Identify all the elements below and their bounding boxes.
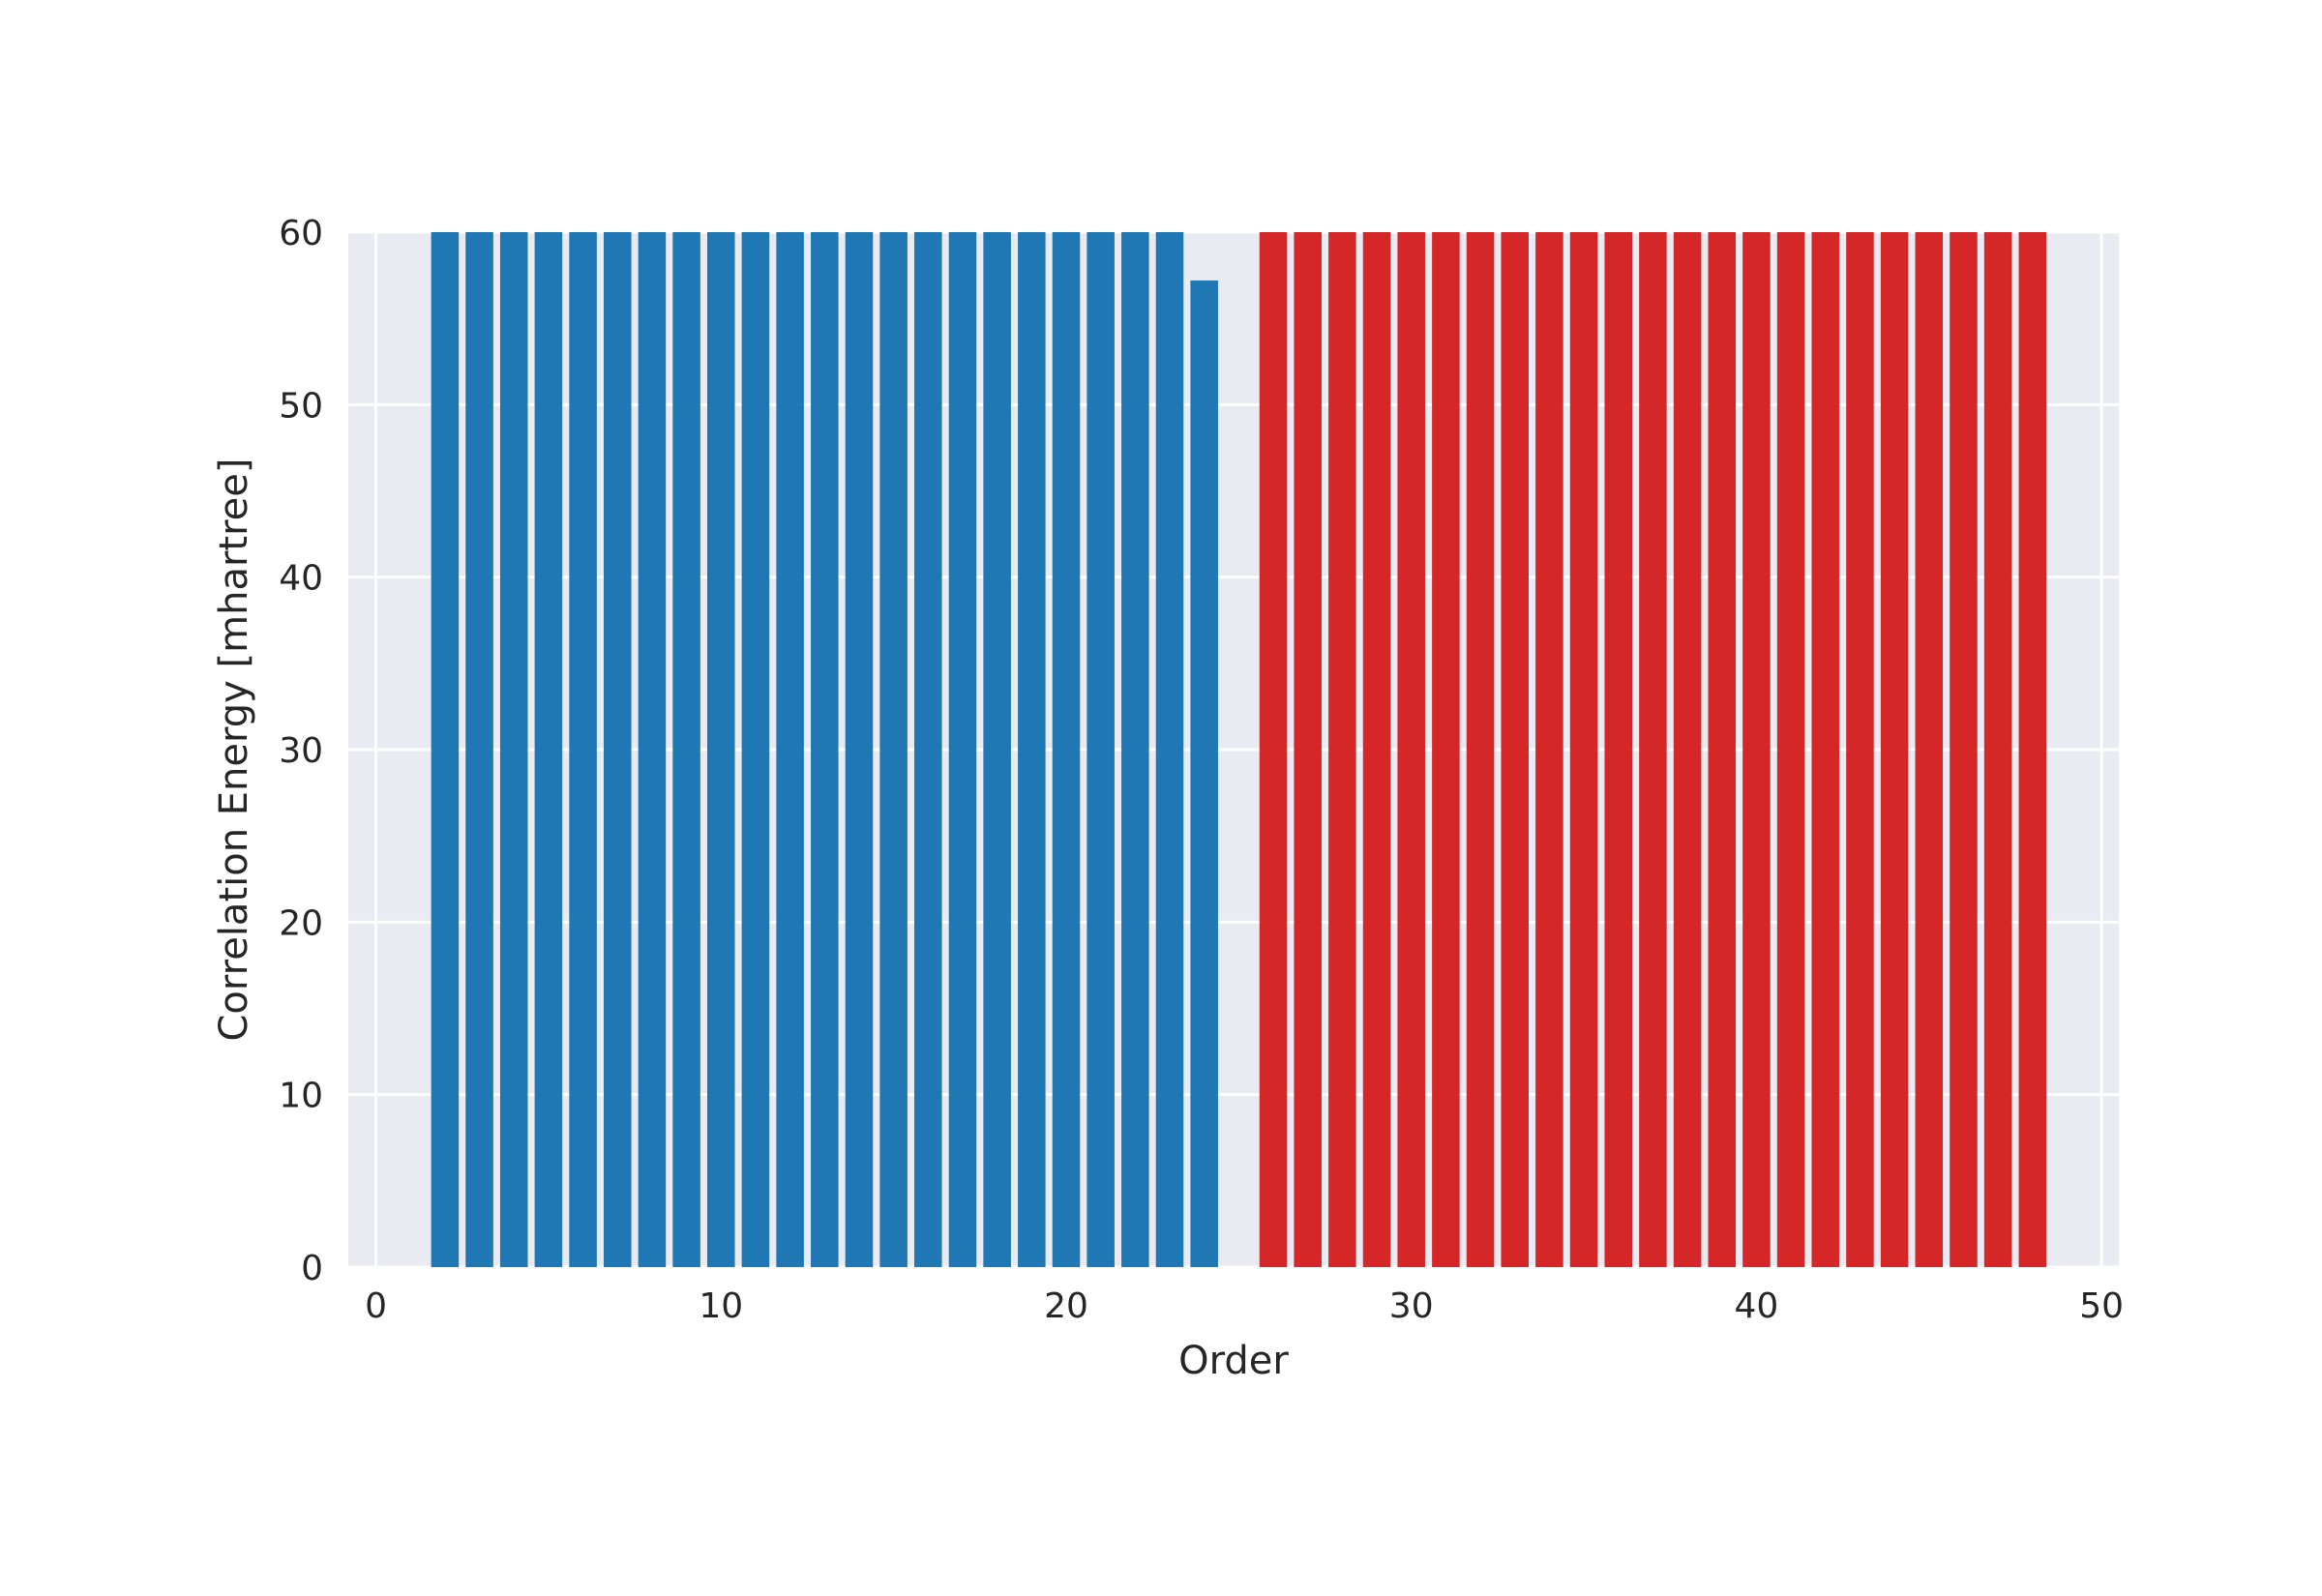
bar-series-1-order-10: [706, 232, 735, 1267]
bar-series-1-order-13: [811, 232, 839, 1267]
bar-series-1-order-19: [1018, 232, 1046, 1267]
bar-series-1-order-22: [1121, 232, 1149, 1267]
y-tick-labels: 0 10 20 30 40 50 60: [279, 214, 323, 1288]
bar-series-1-order-20: [1052, 232, 1081, 1267]
bar-series-2-order-32: [1466, 232, 1495, 1267]
bar-series-2-order-40: [1742, 232, 1771, 1267]
y-axis-label: Correlation Energy [mhartree]: [212, 458, 256, 1042]
bar-series-2-order-42: [1811, 232, 1840, 1267]
bar-series-2-order-31: [1432, 232, 1460, 1267]
y-tick-label: 10: [279, 1077, 323, 1116]
bar-series-1-order-17: [948, 232, 977, 1267]
bar-series-1-order-4: [499, 232, 528, 1267]
x-tick-labels: 0 10 20 30 40 50: [365, 1286, 2124, 1326]
x-tick-label: 30: [1389, 1286, 1434, 1326]
bar-series-1-order-3: [465, 232, 493, 1267]
y-tick-label: 20: [279, 903, 323, 943]
bar-series-1-order-6: [569, 232, 597, 1267]
bar-series-1-order-18: [983, 232, 1011, 1267]
bar-series-2-order-38: [1673, 232, 1702, 1267]
y-tick-label: 50: [279, 386, 323, 426]
bar-series-2-order-46: [1950, 232, 1978, 1267]
bar-series-2-order-41: [1776, 232, 1805, 1267]
bar-series-1-order-14: [845, 232, 874, 1267]
bar-series-2-order-34: [1535, 232, 1563, 1267]
bar-series-2-order-26: [1259, 232, 1288, 1267]
bars-group: [431, 232, 2047, 1267]
x-axis-label: Order: [1178, 1339, 1289, 1383]
bar-series-1-order-21: [1087, 232, 1115, 1267]
y-tick-label: 40: [279, 559, 323, 599]
bar-series-1-order-16: [914, 232, 942, 1267]
bar-series-2-order-37: [1639, 232, 1667, 1267]
bar-series-2-order-45: [1915, 232, 1944, 1267]
bar-series-1-order-24: [1190, 280, 1218, 1267]
bar-series-2-order-33: [1501, 232, 1529, 1267]
bar-series-1-order-2: [431, 232, 460, 1267]
bar-series-2-order-35: [1569, 232, 1598, 1267]
x-tick-label: 20: [1044, 1286, 1088, 1326]
y-tick-label: 0: [301, 1249, 323, 1288]
bar-series-1-order-11: [741, 232, 770, 1267]
y-tick-label: 30: [279, 731, 323, 771]
bar-series-2-order-27: [1294, 232, 1322, 1267]
bar-series-1-order-9: [672, 232, 700, 1267]
x-tick-label: 40: [1735, 1286, 1779, 1326]
bar-series-2-order-28: [1328, 232, 1356, 1267]
bar-series-1-order-8: [638, 232, 667, 1267]
bar-series-2-order-29: [1362, 232, 1391, 1267]
bar-series-1-order-23: [1155, 232, 1184, 1267]
bar-series-2-order-30: [1397, 232, 1425, 1267]
bar-series-2-order-39: [1708, 232, 1737, 1267]
x-tick-label: 0: [365, 1286, 387, 1326]
bar-series-2-order-36: [1604, 232, 1633, 1267]
bar-series-2-order-47: [1983, 232, 2012, 1267]
bar-series-2-order-43: [1846, 232, 1874, 1267]
bar-series-1-order-5: [534, 232, 563, 1267]
bar-series-1-order-7: [603, 232, 632, 1267]
y-tick-label: 60: [279, 214, 323, 253]
bar-series-2-order-44: [1880, 232, 1909, 1267]
x-tick-label: 50: [2079, 1286, 2124, 1326]
bar-series-1-order-15: [879, 232, 908, 1267]
bar-series-2-order-48: [2018, 232, 2047, 1267]
x-tick-label: 10: [699, 1286, 743, 1326]
bar-series-1-order-12: [776, 232, 804, 1267]
